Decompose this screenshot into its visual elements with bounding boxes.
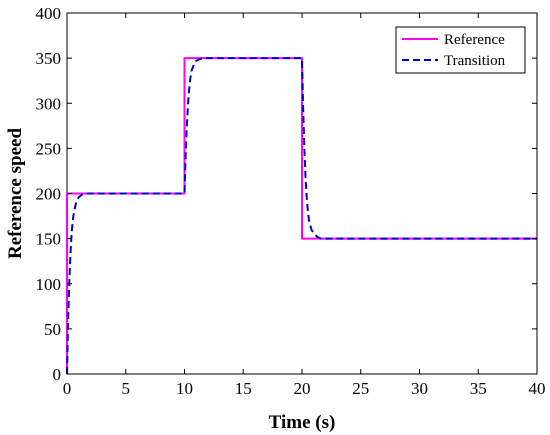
legend-label-transition: Transition [444,53,506,69]
y-tick-label: 150 [36,230,62,249]
x-tick-label: 0 [63,379,72,398]
x-axis-label: Time (s) [269,412,336,433]
legend-box [395,26,526,74]
y-tick-label: 100 [36,275,62,294]
x-axis-ticks: 0 5 10 15 20 25 30 35 40 [63,13,546,398]
y-tick-label: 0 [53,365,62,384]
x-tick-label: 20 [294,379,311,398]
y-tick-label: 200 [36,185,62,204]
x-tick-label: 5 [122,379,131,398]
y-tick-label: 300 [36,94,62,113]
y-tick-label: 400 [36,4,62,23]
x-tick-label: 10 [176,379,193,398]
series-layer [66,57,537,375]
series-line-transition [66,57,537,375]
x-tick-label: 35 [470,379,487,398]
legend-label-reference: Reference [444,32,505,48]
y-tick-label: 350 [36,49,62,68]
y-axis-label: Reference speed [5,128,26,259]
y-tick-label: 250 [36,139,62,158]
series-line-reference [66,57,537,374]
x-tick-label: 25 [352,379,369,398]
y-tick-label: 50 [44,320,61,339]
x-tick-label: 40 [529,379,546,398]
y-axis-ticks: 0 50 100 150 200 250 300 350 400 [36,4,537,384]
x-tick-label: 15 [235,379,252,398]
x-tick-label: 30 [411,379,428,398]
legend: Reference Transition [395,26,526,74]
